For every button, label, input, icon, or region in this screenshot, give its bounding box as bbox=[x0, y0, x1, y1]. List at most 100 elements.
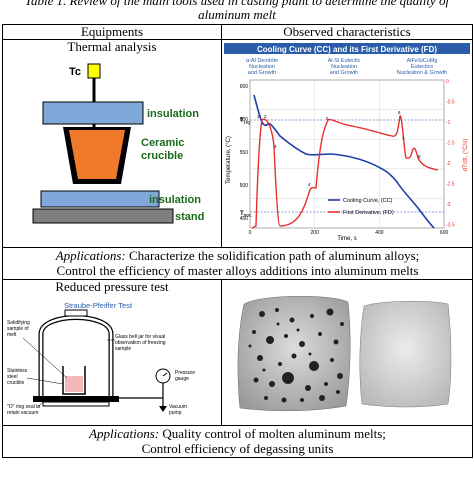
y-tick-left: 600 bbox=[240, 117, 249, 123]
thermocouple-box bbox=[87, 63, 101, 79]
first-derivative-line bbox=[251, 115, 439, 229]
tc-label: Tc bbox=[69, 66, 81, 78]
sample-label-3: melt bbox=[7, 332, 17, 338]
y-tick-right: -1.5 bbox=[446, 141, 455, 147]
crucible-label-1: Stainless bbox=[7, 368, 28, 374]
y-axis-right-label: dT/dt, (°C/s) bbox=[463, 139, 469, 171]
y-tick-left: 650 bbox=[240, 84, 249, 90]
point-label: 1 bbox=[257, 114, 260, 119]
apps-text-2a: Quality control of molten aluminum melts… bbox=[159, 426, 386, 441]
pore bbox=[305, 385, 311, 391]
insulation-top-block bbox=[42, 101, 144, 125]
pore bbox=[282, 372, 294, 384]
bell-knob bbox=[64, 309, 88, 317]
steel-crucible bbox=[62, 366, 86, 395]
pore bbox=[340, 322, 344, 326]
y-ticks-left: 650 600 550 500 450 bbox=[240, 84, 249, 222]
cooling-curve-cell: Cooling Curve (CC) and its First Derivat… bbox=[221, 39, 473, 248]
point-label: 6 bbox=[398, 110, 401, 115]
sp-title: Straube-Pfeiffer Test bbox=[64, 301, 133, 310]
pore bbox=[262, 368, 266, 372]
pore bbox=[308, 352, 312, 356]
pore bbox=[284, 334, 288, 338]
stand-label: stand bbox=[175, 211, 204, 223]
sample-leader bbox=[22, 337, 68, 379]
thermal-analysis-title: Thermal analysis bbox=[67, 39, 157, 54]
pore bbox=[269, 381, 275, 387]
sample-photos-cell bbox=[221, 279, 473, 426]
y-tick-left: 500 bbox=[240, 183, 249, 189]
applications-row-1: Applications: Characterize the solidific… bbox=[2, 247, 473, 280]
insulation-bottom-block bbox=[40, 190, 160, 208]
crucible-label-2: crucible bbox=[141, 150, 183, 162]
tliq-label: TLIQ bbox=[240, 118, 250, 125]
dense-sample-photo bbox=[359, 300, 452, 408]
apps-label-2: Applications: bbox=[89, 426, 160, 441]
apps-text-1a: Characterize the solidification path of … bbox=[125, 248, 420, 263]
pore bbox=[275, 308, 279, 312]
point-label: 4 bbox=[308, 182, 311, 187]
pore bbox=[337, 373, 343, 379]
pore bbox=[310, 314, 314, 318]
y-tick-right: -3 bbox=[446, 202, 451, 208]
crucible-label-1: Ceramic bbox=[141, 137, 184, 149]
pore bbox=[266, 336, 274, 344]
tools-table: Equipments Observed characteristics Ther… bbox=[2, 24, 473, 458]
pore bbox=[336, 390, 340, 394]
thermal-analysis-cell: Thermal analysis Tc insulation Ceramic c… bbox=[2, 39, 222, 248]
insulation-bottom-label: insulation bbox=[149, 194, 201, 206]
pore bbox=[300, 398, 304, 402]
y-tick-left: 450 bbox=[240, 216, 249, 222]
ann-alpha-1: α-Al Dendrite bbox=[246, 58, 278, 64]
pore bbox=[309, 361, 319, 371]
pore bbox=[324, 382, 328, 386]
bell-label-1: Glass bell jar for visual bbox=[115, 334, 165, 340]
ring-leader bbox=[36, 399, 46, 409]
pore bbox=[330, 358, 334, 362]
header-observed: Observed characteristics bbox=[221, 24, 473, 40]
ann-alpha-3: and Growth bbox=[248, 70, 276, 76]
y-axis-left-label: Temperature, (°C) bbox=[226, 136, 232, 184]
bell-label-3: sample bbox=[115, 346, 131, 352]
sample-photos bbox=[237, 295, 452, 412]
x-axis-label: Time, s bbox=[337, 236, 356, 242]
ann-eutectic-2: Nucleation bbox=[331, 64, 357, 70]
sample-label-2: sample of bbox=[7, 326, 29, 332]
legend-cc-label: Cooling Curve, (CC) bbox=[343, 198, 393, 204]
point-labels: 1 2 3 4 5 6 7 8 bbox=[257, 110, 421, 187]
pore bbox=[299, 341, 305, 347]
chart-title: Cooling Curve (CC) and its First Derivat… bbox=[257, 45, 437, 54]
pore bbox=[253, 377, 259, 383]
apps-text-2b: Control efficiency of degassing units bbox=[141, 441, 334, 456]
ann-eutectic-1: Al-Si Eutectic bbox=[328, 58, 361, 64]
ann-alfesi-1: AlFeSiCuMg bbox=[407, 58, 438, 64]
pore bbox=[289, 317, 295, 323]
pore bbox=[259, 311, 265, 317]
vacuum-arrow-icon bbox=[159, 406, 167, 412]
insulation-top-label: insulation bbox=[147, 108, 199, 120]
ann-alpha-2: Nucleation bbox=[249, 64, 275, 70]
pore bbox=[318, 332, 322, 336]
header-equipments: Equipments bbox=[2, 24, 222, 40]
ann-alfesi-2: Eutectics bbox=[411, 64, 434, 70]
pore bbox=[276, 322, 280, 326]
pore bbox=[257, 355, 263, 361]
pore bbox=[264, 396, 268, 400]
stand-block bbox=[32, 208, 174, 224]
point-label: 2 bbox=[264, 114, 267, 119]
gauge-needle bbox=[162, 372, 168, 377]
pore bbox=[296, 328, 300, 332]
base-stand bbox=[42, 401, 110, 407]
crucible-leader bbox=[26, 377, 64, 385]
cooling-curve-chart: Cooling Curve (CC) and its First Derivat… bbox=[224, 43, 470, 242]
ring-label-1: "O" ring seal to bbox=[7, 404, 41, 410]
pore bbox=[291, 353, 297, 359]
x-tick: 400 bbox=[375, 230, 384, 236]
reduced-pressure-cell: Reduced pressure test Straube-Pfeiffer T… bbox=[2, 279, 222, 426]
y-tick-left: 550 bbox=[240, 150, 249, 156]
ann-eutectic-3: and Growth bbox=[330, 70, 358, 76]
reduced-pressure-title: Reduced pressure test bbox=[55, 279, 169, 294]
ann-alfesi-3: Nucleation & Growth bbox=[397, 70, 447, 76]
y-tick-right: -1 bbox=[446, 120, 451, 126]
bell-label-2: observation of freezing bbox=[115, 340, 166, 346]
